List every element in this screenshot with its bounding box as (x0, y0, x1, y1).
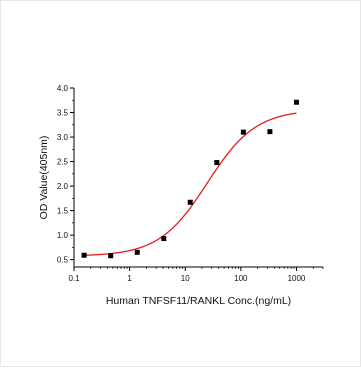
y-tick-label: 4.0 (57, 84, 69, 93)
data-point (267, 129, 273, 135)
y-tick-label: 2.5 (57, 158, 69, 167)
data-point (293, 99, 299, 105)
y-tick-label: 2.0 (57, 182, 69, 191)
y-tick-label: 0.5 (57, 256, 69, 265)
y-tick-label: 1.5 (57, 207, 69, 216)
data-point (240, 129, 246, 135)
y-tick-label: 1.0 (57, 231, 69, 240)
data-points (81, 99, 299, 259)
x-tick-label: 10 (181, 274, 190, 283)
y-axis-title: OD Value(405nm) (38, 136, 50, 220)
y-ticks: 0.5 1.0 1.5 2.0 2.5 3.0 3.5 4.0 (57, 84, 74, 265)
x-tick-label: 1 (127, 274, 132, 283)
data-point (81, 252, 87, 258)
fit-curve (84, 112, 297, 256)
y-tick-label: 3.0 (57, 133, 69, 142)
y-tick-label: 3.5 (57, 109, 69, 118)
x-tick-label: 100 (234, 274, 248, 283)
data-point (187, 199, 193, 205)
data-point (161, 236, 167, 242)
x-ticks: 0.1 1 10 100 1000 (68, 267, 324, 283)
x-tick-label: 0.1 (68, 274, 80, 283)
data-point (108, 253, 114, 259)
x-tick-label: 1000 (288, 274, 306, 283)
plot-area: 0.1 1 10 100 1000 0.5 1.0 1.5 2.0 2.5 3.0 3.5 4.0 (57, 84, 324, 283)
x-axis-title: Human TNFSF11/RANKL Conc.(ng/mL) (106, 295, 291, 307)
data-point (134, 249, 140, 255)
data-point (214, 160, 220, 166)
